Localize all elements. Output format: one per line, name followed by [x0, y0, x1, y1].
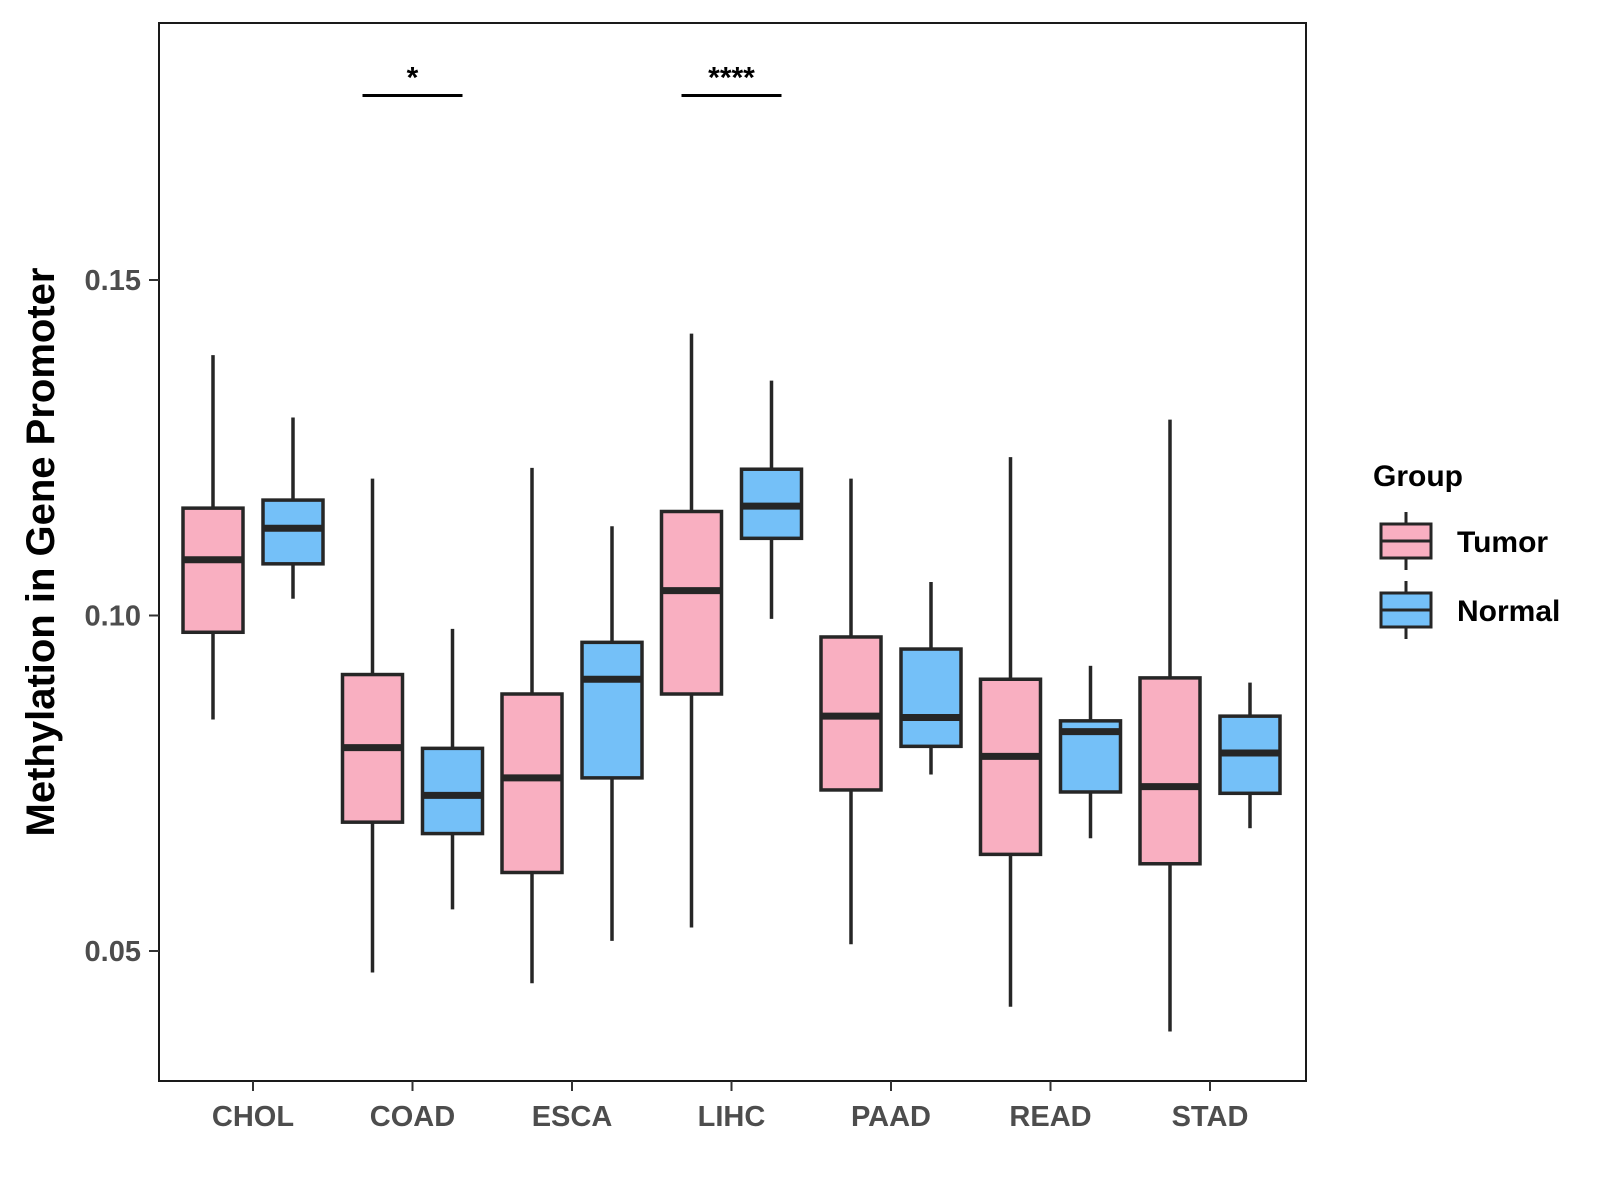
box-iqr: [659, 509, 724, 696]
box-tumor-lihc: [659, 333, 724, 928]
x-tick-label-coad: COAD: [370, 1101, 455, 1133]
boxes: [181, 333, 1282, 1032]
box-iqr: [420, 746, 485, 836]
legend-label-tumor: Tumor: [1457, 526, 1548, 559]
box-iqr: [978, 677, 1043, 857]
box-normal-lihc: [739, 380, 804, 619]
significance-label: *: [407, 61, 419, 94]
legend-label-normal: Normal: [1457, 595, 1560, 628]
box-tumor-read: [978, 457, 1043, 1007]
box-iqr: [181, 506, 245, 635]
legend-title: Group: [1373, 460, 1463, 493]
legend-item-normal: Normal: [1379, 581, 1560, 639]
box-tumor-coad: [340, 478, 405, 973]
box-iqr: [261, 498, 325, 566]
box-tumor-stad: [1138, 419, 1202, 1032]
box-normal-stad: [1218, 682, 1282, 829]
box-iqr: [580, 640, 644, 780]
legend: Group Tumor Normal: [1373, 460, 1560, 639]
significance-label: ****: [708, 61, 755, 94]
y-axis-title: Methylation in Gene Promoter: [19, 268, 63, 837]
box-tumor-chol: [181, 355, 245, 720]
y-tick-label: 0.15: [85, 265, 141, 297]
x-tick-label-chol: CHOL: [212, 1101, 294, 1133]
plot-panel: [158, 22, 1307, 1082]
box-normal-esca: [580, 526, 644, 941]
y-tick-label: 0.10: [85, 601, 141, 633]
box-iqr: [500, 692, 564, 875]
box-normal-chol: [261, 417, 325, 599]
x-tick-label-stad: STAD: [1172, 1101, 1249, 1133]
box-normal-paad: [899, 581, 963, 775]
legend-item-tumor: Tumor: [1379, 512, 1548, 570]
x-tick-label-paad: PAAD: [851, 1101, 931, 1133]
significance-lihc: ****: [681, 61, 782, 97]
x-tick-label-read: READ: [1009, 1101, 1091, 1133]
box-normal-read: [1058, 665, 1123, 839]
x-tick-label-esca: ESCA: [532, 1101, 613, 1133]
significance-coad: *: [362, 61, 463, 97]
y-tick-label: 0.05: [85, 936, 141, 968]
significance-annotations: * ****: [362, 61, 782, 97]
box-iqr: [1138, 676, 1202, 866]
x-tick-label-lihc: LIHC: [698, 1101, 766, 1133]
box-normal-coad: [420, 628, 485, 910]
y-axis: 0.05 0.10 0.15: [85, 265, 159, 968]
box-tumor-paad: [819, 478, 883, 945]
box-tumor-esca: [500, 467, 564, 984]
x-axis: CHOL COAD ESCA LIHC PAAD READ STAD: [212, 1081, 1248, 1133]
box-iqr: [899, 647, 963, 749]
